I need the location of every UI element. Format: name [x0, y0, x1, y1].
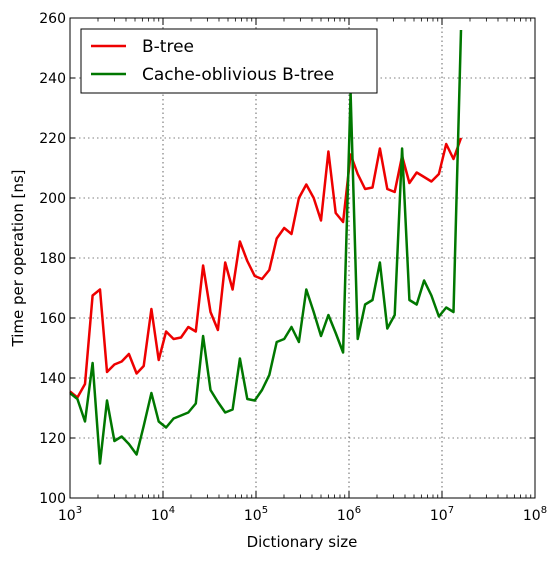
x-tick-label: 107	[430, 505, 454, 524]
y-tick-label: 240	[39, 71, 66, 87]
x-tick-label: 108	[523, 505, 547, 524]
y-tick-label: 100	[39, 491, 66, 507]
y-tick-label: 140	[39, 371, 66, 387]
series-lines	[69, 29, 463, 465]
x-axis: 103 104 105 106 107 108	[58, 18, 547, 524]
y-axis: 100 120 140 160 180 200 220 240 260	[39, 11, 535, 507]
legend: B-tree Cache-oblivious B-tree	[80, 28, 378, 94]
x-tick-label: 106	[337, 505, 361, 524]
y-axis-title: Time per operation [ns]	[9, 170, 27, 348]
y-tick-label: 220	[39, 131, 66, 147]
x-tick-label: 104	[151, 505, 175, 524]
y-tick-label: 160	[39, 311, 66, 327]
x-tick-label: 105	[244, 505, 268, 524]
legend-box	[80, 28, 378, 94]
x-axis-title: Dictionary size	[247, 533, 358, 551]
y-tick-label: 260	[39, 11, 66, 27]
x-tick-label: 103	[58, 505, 82, 524]
legend-label-btree: B-tree	[142, 37, 194, 57]
y-tick-label: 200	[39, 191, 66, 207]
series-line-0	[69, 137, 463, 399]
legend-label-cache-oblivious: Cache-oblivious B-tree	[142, 65, 334, 85]
series-line-1	[69, 29, 463, 465]
y-tick-label: 180	[39, 251, 66, 267]
y-tick-label: 120	[39, 431, 66, 447]
